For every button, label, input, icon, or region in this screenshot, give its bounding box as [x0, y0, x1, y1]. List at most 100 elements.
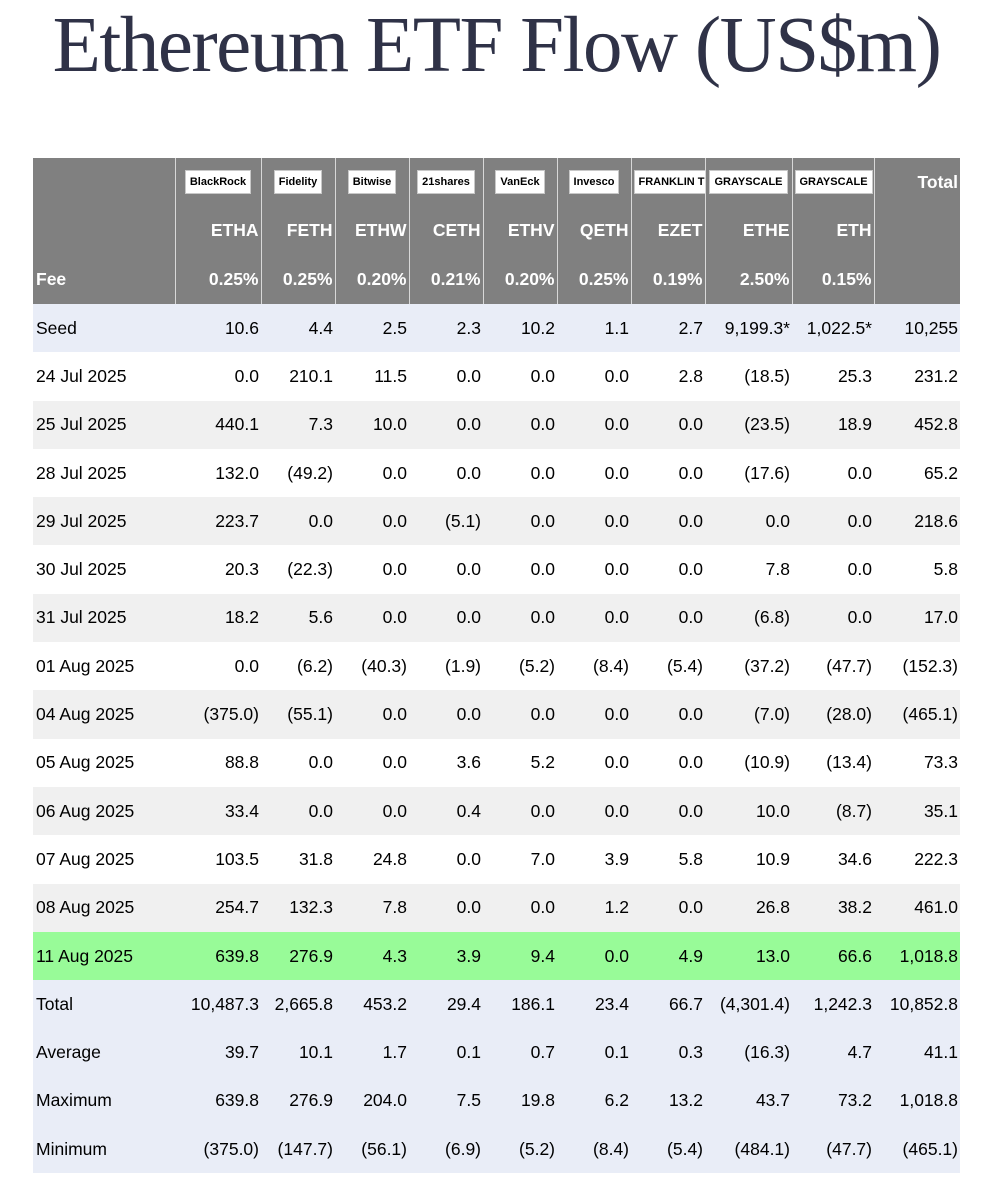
- value-cell: 0.0: [409, 448, 483, 498]
- value-cell: 23.4: [557, 980, 631, 1029]
- row-label: 28 Jul 2025: [33, 448, 175, 498]
- issuer-logo: 21shares: [417, 170, 475, 194]
- fee-row: Fee 0.25% 0.25% 0.20% 0.21% 0.20% 0.25% 0.19% 2.…: [33, 255, 960, 304]
- row-label: Total: [33, 980, 175, 1029]
- value-cell: 2.8: [631, 352, 705, 401]
- value-cell: (465.1): [874, 1125, 960, 1174]
- value-cell: (5.4): [631, 642, 705, 691]
- value-cell: (23.5): [705, 400, 792, 449]
- table-row: 25 Jul 2025 440.1 7.3 10.0 0.0 0.0 0.0 0.0 (23.5…: [33, 400, 960, 449]
- table-row: 06 Aug 2025 33.4 0.0 0.0 0.4 0.0 0.0 0.0 10.0 (8.…: [33, 786, 960, 836]
- value-cell: 9,199.3*: [705, 304, 792, 353]
- value-cell: 34.6: [792, 835, 874, 884]
- value-cell: 1,018.8: [874, 931, 960, 981]
- value-cell: (16.3): [705, 1028, 792, 1077]
- value-cell: (22.3): [261, 545, 335, 594]
- issuer-logo: GRAYSCALE: [709, 170, 788, 194]
- issuer-logo: Fidelity: [273, 170, 323, 194]
- issuer-logo-cell: 21shares: [408, 158, 483, 206]
- row-label: Average: [33, 1028, 175, 1077]
- value-cell: 132.0: [175, 448, 261, 498]
- value-cell: (10.9): [705, 738, 792, 787]
- value-cell: 65.2: [874, 448, 960, 498]
- value-cell: 0.3: [631, 1028, 705, 1077]
- value-cell: 73.3: [874, 738, 960, 787]
- ticker-cell: CETH: [408, 206, 483, 255]
- value-cell: 0.0: [335, 545, 409, 594]
- value-cell: 7.3: [261, 400, 335, 449]
- issuer-logo-cell: Invesco: [556, 158, 631, 206]
- table-row: 29 Jul 2025 223.7 0.0 0.0 (5.1) 0.0 0.0 0.0 0.0 0…: [33, 497, 960, 546]
- value-cell: (375.0): [175, 690, 261, 739]
- value-cell: (56.1): [335, 1125, 409, 1174]
- value-cell: 453.2: [335, 980, 409, 1029]
- value-cell: 10.1: [261, 1028, 335, 1077]
- value-cell: (8.4): [557, 642, 631, 691]
- value-cell: 0.0: [483, 400, 557, 449]
- value-cell: 2.3: [409, 304, 483, 353]
- value-cell: 39.7: [175, 1028, 261, 1077]
- value-cell: (8.7): [792, 786, 874, 836]
- value-cell: (375.0): [175, 1125, 261, 1174]
- value-cell: 41.1: [874, 1028, 960, 1077]
- value-cell: 0.0: [335, 497, 409, 546]
- total-column-header: Total: [873, 158, 960, 206]
- table-row: 04 Aug 2025 (375.0) (55.1) 0.0 0.0 0.0 0.0 0.0(…: [33, 690, 960, 739]
- value-cell: 0.0: [261, 497, 335, 546]
- issuer-logo: GRAYSCALE: [794, 170, 873, 194]
- issuer-logo-cell: Bitwise: [334, 158, 409, 206]
- value-cell: 26.8: [705, 883, 792, 932]
- row-label: 08 Aug 2025: [33, 883, 175, 932]
- value-cell: 0.0: [557, 448, 631, 498]
- row-label: 04 Aug 2025: [33, 690, 175, 739]
- value-cell: (47.7): [792, 1125, 874, 1174]
- value-cell: 3.9: [409, 931, 483, 981]
- value-cell: 0.0: [557, 593, 631, 643]
- value-cell: (152.3): [874, 642, 960, 691]
- value-cell: 7.0: [483, 835, 557, 884]
- table-row: 08 Aug 2025 254.7 132.3 7.8 0.0 0.0 1.2 0.0 26.8…: [33, 883, 960, 932]
- value-cell: 1,022.5*: [792, 304, 874, 353]
- value-cell: 1.7: [335, 1028, 409, 1077]
- value-cell: 0.0: [335, 448, 409, 498]
- value-cell: 0.0: [631, 883, 705, 932]
- value-cell: 0.0: [335, 690, 409, 739]
- value-cell: 5.2: [483, 738, 557, 787]
- value-cell: 0.0: [409, 352, 483, 401]
- value-cell: 0.0: [631, 690, 705, 739]
- value-cell: 0.0: [409, 690, 483, 739]
- fee-cell: 0.25%: [556, 255, 631, 304]
- value-cell: 639.8: [175, 1076, 261, 1126]
- value-cell: 0.0: [557, 690, 631, 739]
- table-row: 31 Jul 2025 18.2 5.6 0.0 0.0 0.0 0.0 0.0 (6.8) 0.…: [33, 593, 960, 643]
- issuer-logo: FRANKLIN TEMPLETON: [633, 170, 705, 194]
- value-cell: 231.2: [874, 352, 960, 401]
- ticker-row: ETHA FETH ETHW CETH ETHV QETH EZET ETHE ETH: [33, 206, 960, 255]
- value-cell: 0.0: [409, 400, 483, 449]
- value-cell: 7.8: [335, 883, 409, 932]
- value-cell: 5.6: [261, 593, 335, 643]
- value-cell: 20.3: [175, 545, 261, 594]
- value-cell: 0.0: [409, 545, 483, 594]
- value-cell: 0.0: [631, 593, 705, 643]
- value-cell: 218.6: [874, 497, 960, 546]
- value-cell: 0.0: [631, 400, 705, 449]
- fee-label: Fee: [33, 255, 175, 304]
- value-cell: 0.0: [792, 497, 874, 546]
- row-label: 01 Aug 2025: [33, 642, 175, 691]
- row-label: 05 Aug 2025: [33, 738, 175, 787]
- table-row: 30 Jul 2025 20.3 (22.3) 0.0 0.0 0.0 0.0 0.0 7.8 0…: [33, 545, 960, 594]
- value-cell: 43.7: [705, 1076, 792, 1126]
- value-cell: 0.0: [409, 835, 483, 884]
- value-cell: 0.0: [175, 352, 261, 401]
- value-cell: 0.0: [483, 786, 557, 836]
- value-cell: 10,255: [874, 304, 960, 353]
- value-cell: 73.2: [792, 1076, 874, 1126]
- value-cell: 5.8: [874, 545, 960, 594]
- value-cell: 4.7: [792, 1028, 874, 1077]
- header-empty: [873, 255, 960, 304]
- row-label: 24 Jul 2025: [33, 352, 175, 401]
- value-cell: 7.5: [409, 1076, 483, 1126]
- value-cell: 0.0: [483, 690, 557, 739]
- value-cell: 5.8: [631, 835, 705, 884]
